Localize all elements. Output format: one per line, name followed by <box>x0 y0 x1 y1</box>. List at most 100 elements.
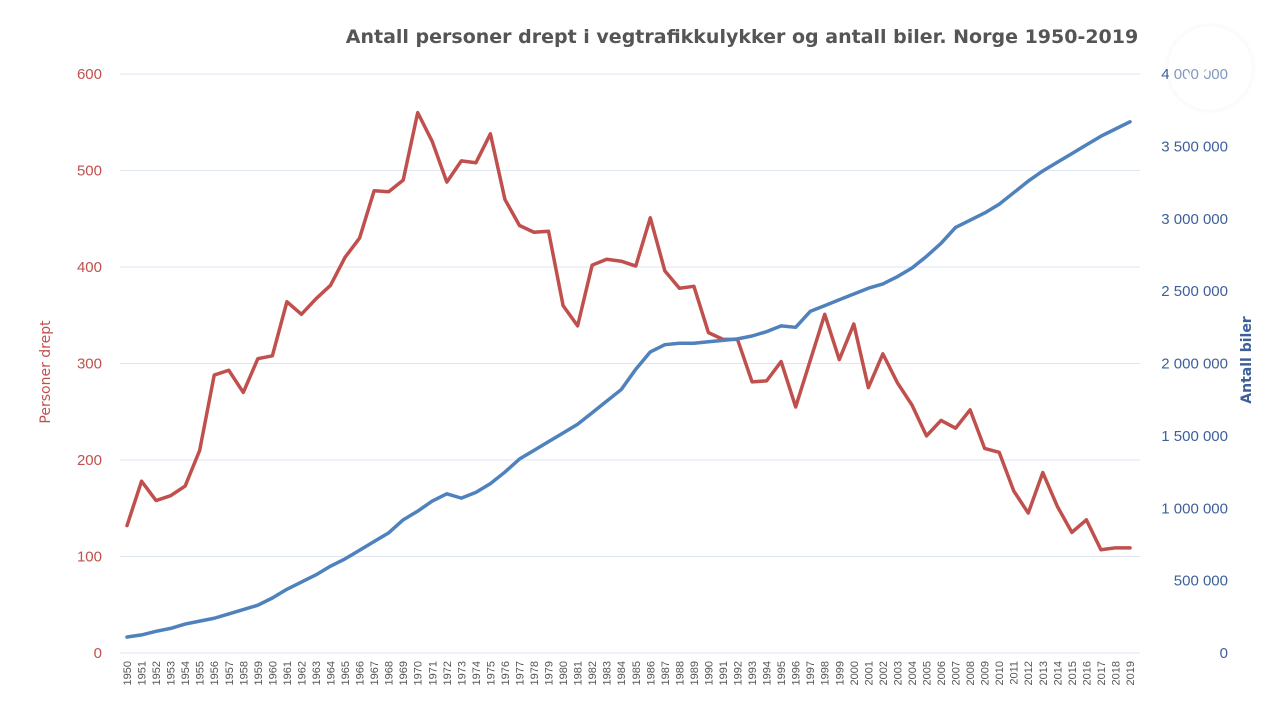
x-tick-label: 2018 <box>1110 661 1122 685</box>
data-point <box>270 596 274 600</box>
data-point <box>590 263 594 267</box>
x-tick-label: 1960 <box>267 661 279 685</box>
data-point <box>1055 160 1059 164</box>
data-point <box>198 448 202 452</box>
x-tick-label: 2005 <box>921 661 933 685</box>
data-point <box>430 499 434 503</box>
data-point <box>852 322 856 326</box>
data-point <box>445 492 449 496</box>
x-tick-label: 1986 <box>645 661 657 685</box>
chart-title: Antall personer drept i vegtrafikkulykke… <box>346 26 1138 48</box>
data-point <box>1041 169 1045 173</box>
data-point <box>881 282 885 286</box>
data-point <box>1084 518 1088 522</box>
data-point <box>983 446 987 450</box>
data-point <box>256 603 260 607</box>
data-point <box>576 422 580 426</box>
data-point <box>343 557 347 561</box>
data-point <box>503 197 507 201</box>
line-personer-drept <box>125 110 1132 552</box>
data-point <box>634 367 638 371</box>
x-tick-label: 1995 <box>776 661 788 685</box>
data-point <box>285 300 289 304</box>
x-tick-label: 2019 <box>1125 661 1137 685</box>
data-point <box>372 540 376 544</box>
x-tick-label: 1971 <box>427 661 439 685</box>
data-point <box>619 259 623 263</box>
x-tick-label: 1984 <box>616 661 628 685</box>
data-point <box>895 275 899 279</box>
x-tick-label: 2011 <box>1009 661 1021 685</box>
data-point <box>721 338 725 342</box>
data-point <box>329 283 333 287</box>
data-point <box>401 518 405 522</box>
expand-button[interactable] <box>1168 26 1252 110</box>
x-tick-label: 1975 <box>485 661 497 685</box>
data-point <box>547 440 551 444</box>
data-point <box>1041 471 1045 475</box>
x-tick-label: 1965 <box>340 661 352 685</box>
data-point <box>837 298 841 302</box>
x-tick-label: 1974 <box>471 661 483 685</box>
data-point <box>474 490 478 494</box>
left-axis-ticks: 0 100 200 300 400 500 600 <box>77 66 102 662</box>
data-point <box>692 284 696 288</box>
y-tick-right: 2 500 000 <box>1161 283 1228 300</box>
data-point <box>1070 530 1074 534</box>
data-point <box>212 616 216 620</box>
x-tick-label: 1967 <box>369 661 381 685</box>
data-point <box>1113 546 1117 550</box>
data-point <box>401 178 405 182</box>
data-point <box>183 622 187 626</box>
y-tick-right: 2 000 000 <box>1161 356 1228 373</box>
data-point <box>634 264 638 268</box>
data-point <box>779 324 783 328</box>
line-antall-biler <box>125 120 1132 639</box>
data-point <box>677 286 681 290</box>
data-point <box>358 236 362 240</box>
x-tick-label: 2014 <box>1052 661 1064 685</box>
y-tick-left: 600 <box>77 66 102 83</box>
data-point <box>299 580 303 584</box>
data-point <box>561 304 565 308</box>
data-point <box>1012 489 1016 493</box>
data-point <box>605 399 609 403</box>
x-tick-label: 2008 <box>965 661 977 685</box>
x-tick-label: 1950 <box>122 661 134 685</box>
y-tick-right: 3 000 000 <box>1161 211 1228 228</box>
x-tick-label: 1964 <box>326 661 338 685</box>
data-point <box>808 309 812 313</box>
data-point <box>517 457 521 461</box>
data-point <box>285 587 289 591</box>
data-point <box>154 629 158 633</box>
data-point <box>1026 179 1030 183</box>
x-tick-label: 1990 <box>703 661 715 685</box>
y-tick-right: 0 <box>1220 645 1228 662</box>
data-point <box>866 286 870 290</box>
x-tick-label: 1955 <box>195 661 207 685</box>
x-tick-label: 1997 <box>805 661 817 685</box>
data-point <box>997 450 1001 454</box>
x-tick-label: 2001 <box>863 661 875 685</box>
y-tick-left: 500 <box>77 163 102 180</box>
data-point <box>954 225 958 229</box>
data-point <box>416 509 420 513</box>
data-point <box>808 359 812 363</box>
x-tick-label: 1953 <box>166 661 178 685</box>
data-point <box>648 350 652 354</box>
x-tick-label: 2007 <box>951 661 963 685</box>
data-point <box>794 405 798 409</box>
x-tick-label: 1989 <box>689 661 701 685</box>
data-point <box>736 337 740 341</box>
x-tick-label: 2017 <box>1096 661 1108 685</box>
x-tick-label: 1958 <box>238 661 250 685</box>
y-tick-right: 4 000 000 <box>1161 66 1228 83</box>
data-point <box>765 330 769 334</box>
y-tick-right: 3 500 000 <box>1161 138 1228 155</box>
x-tick-label: 1991 <box>718 661 730 685</box>
x-tick-label: 2010 <box>994 661 1006 685</box>
x-tick-label: 1998 <box>820 661 832 685</box>
y-axis-label-left: Personer drept <box>38 320 54 424</box>
data-point <box>1012 191 1016 195</box>
